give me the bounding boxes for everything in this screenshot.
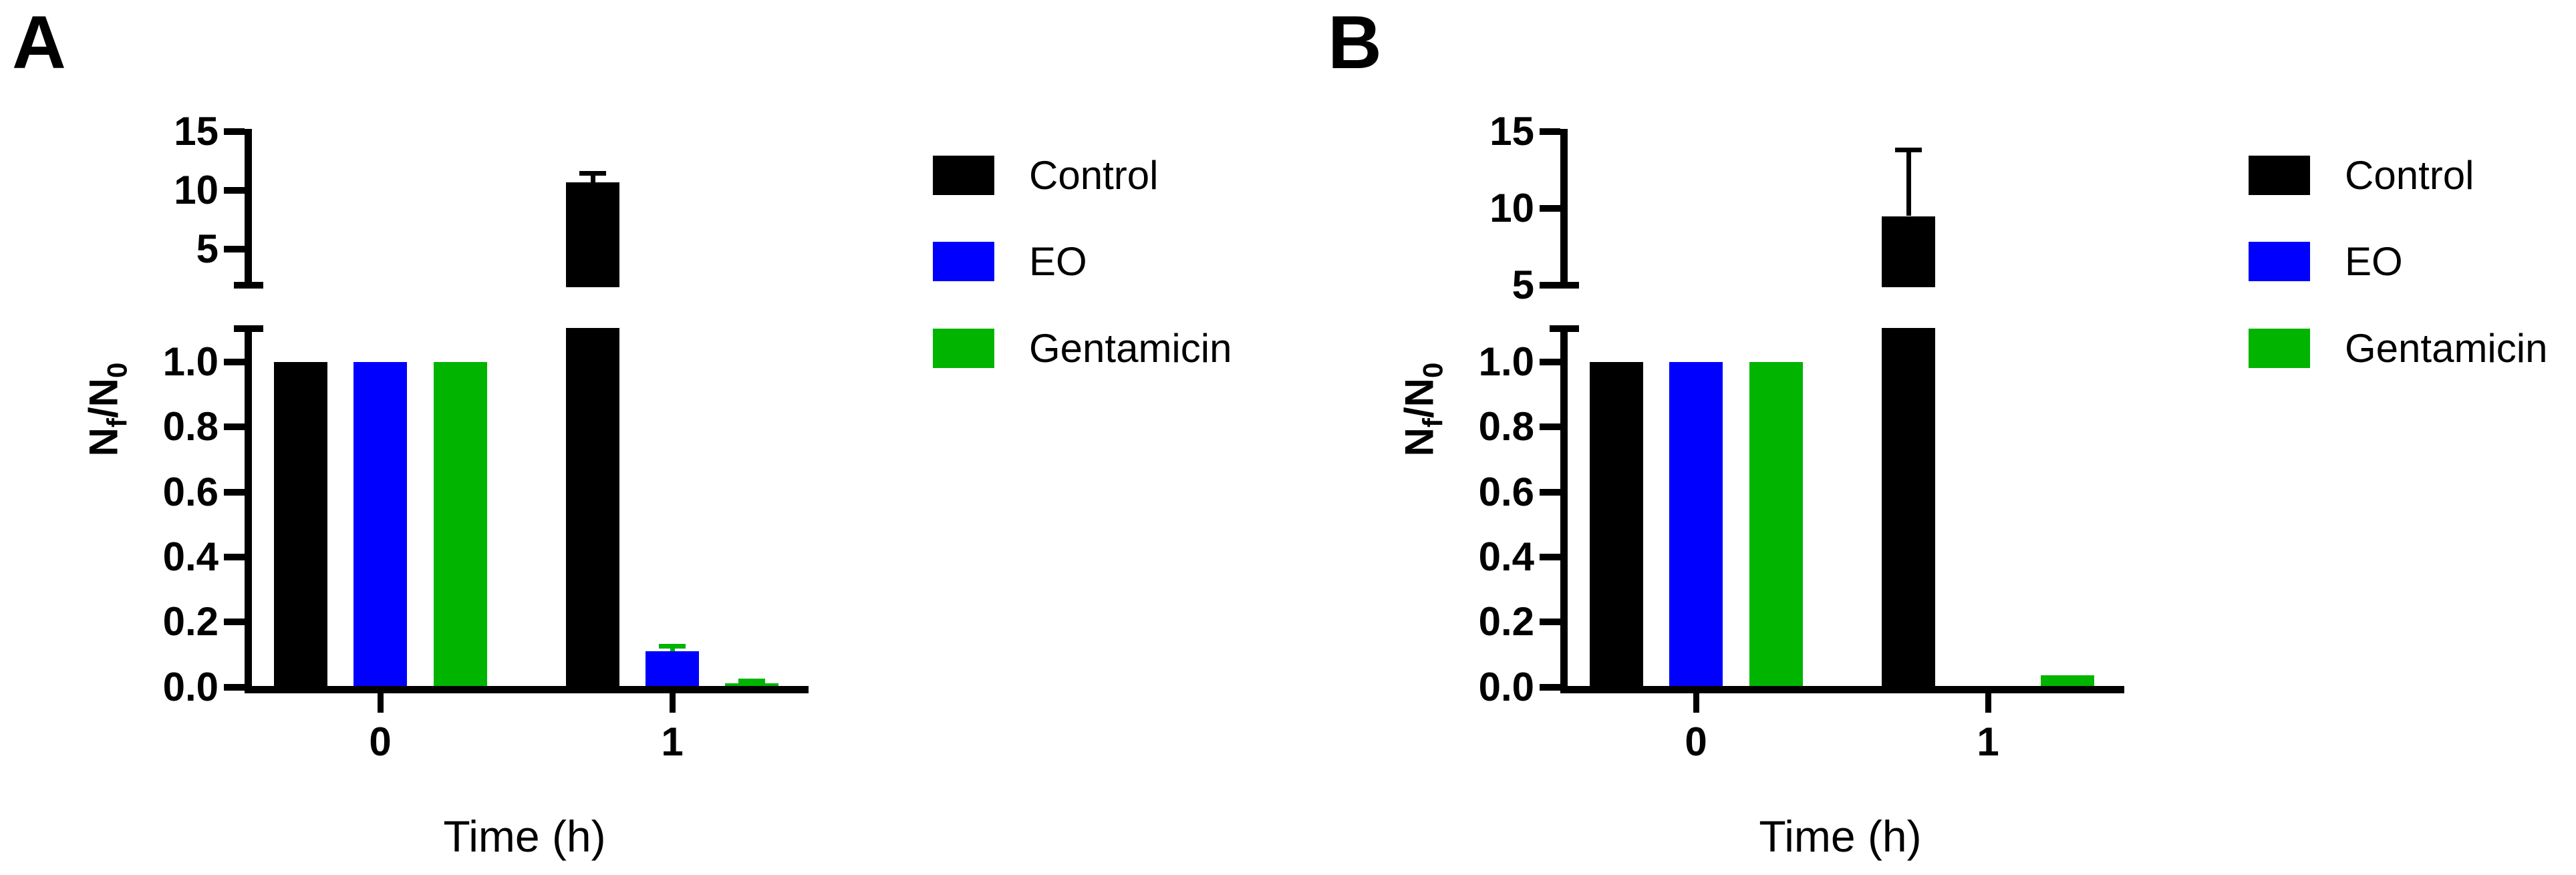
y-tick-lower-0.4-a xyxy=(224,553,245,560)
y-tick-lower-0.2-b xyxy=(1540,619,1560,626)
legend-swatch-eo-a xyxy=(933,242,994,281)
y-tick-lower-0.8-b xyxy=(1540,423,1560,431)
y-axis-title-b: Nf/N0 xyxy=(1397,363,1449,457)
y-tick-label-0.6-a: 0.6 xyxy=(162,469,219,514)
y-tick-label-0.4-b: 0.4 xyxy=(1478,534,1534,579)
bar-control-t1-a-upper xyxy=(566,182,619,287)
bar-control-t1-b-upper xyxy=(1882,216,1935,287)
y-axis-title-subscript: f xyxy=(101,418,133,428)
y-tick-label-1.0-a: 1.0 xyxy=(162,339,219,384)
y-axis-lower-b xyxy=(1560,325,1568,693)
bar-control-t0-b xyxy=(1590,362,1643,693)
axis-break-cap-lower-a xyxy=(233,325,263,332)
x-tick-label-0-b: 0 xyxy=(1685,719,1707,764)
y-axis-lower-a xyxy=(245,325,252,693)
y-tick-upper-10-a xyxy=(224,187,245,194)
y-tick-lower-0.4-b xyxy=(1540,553,1560,560)
x-axis-b xyxy=(1560,686,2124,693)
y-tick-label-0.8-b: 0.8 xyxy=(1478,404,1534,450)
bar-gentamicin-t0-b xyxy=(1749,362,1803,693)
y-tick-lower-0.0-a xyxy=(224,683,245,691)
y-tick-upper-5-b xyxy=(1540,282,1560,289)
y-axis-title-subscript: 0 xyxy=(101,362,133,379)
panel-label-a: A xyxy=(12,1,66,84)
legend-swatch-eo-b xyxy=(2249,242,2310,281)
x-axis-title-a: Time (h) xyxy=(443,812,606,861)
legend-label-control-a: Control xyxy=(1029,152,1159,198)
y-tick-lower-0.0-b xyxy=(1540,683,1560,691)
error-bar-gentamicin-t1-a-cap xyxy=(738,679,765,684)
y-tick-lower-0.6-a xyxy=(224,488,245,496)
y-axis-title-text: N xyxy=(81,427,126,457)
bar-control-t0-a xyxy=(274,362,327,693)
y-tick-label-1.0-b: 1.0 xyxy=(1478,339,1534,384)
y-axis-upper-a xyxy=(245,129,252,289)
legend-swatch-control-b xyxy=(2249,156,2310,195)
bar-eo-t0-a xyxy=(353,362,407,693)
error-bar-control-t1-b-stem xyxy=(1906,150,1911,216)
x-axis-a xyxy=(245,686,809,693)
y-tick-lower-1.0-a xyxy=(224,359,245,365)
y-axis-title-text: N xyxy=(1397,427,1442,457)
y-tick-upper-5-a xyxy=(224,246,245,252)
y-tick-label-5-b: 5 xyxy=(1512,262,1534,307)
y-tick-label-0.4-a: 0.4 xyxy=(162,534,219,579)
legend-label-control-b: Control xyxy=(2345,152,2474,198)
y-tick-upper-10-b xyxy=(1540,205,1560,212)
x-tick-1-a xyxy=(669,690,676,713)
error-bar-control-t1-a-stem xyxy=(590,173,595,182)
y-axis-title-a: Nf/N0 xyxy=(81,363,134,457)
error-bar-eo-t1-a-stem xyxy=(670,646,675,651)
y-tick-lower-0.6-b xyxy=(1540,488,1560,496)
bar-gentamicin-t0-a xyxy=(434,362,487,693)
bar-control-t1-b-lower xyxy=(1882,328,1935,693)
legend-swatch-gentamicin-b xyxy=(2249,329,2310,368)
x-tick-label-0-a: 0 xyxy=(369,719,392,764)
x-tick-0-a xyxy=(377,690,384,713)
axis-break-cap-lower-b xyxy=(1549,325,1579,332)
error-bar-eo-t1-a-cap xyxy=(659,643,686,649)
panel-label-b: B xyxy=(1328,1,1382,84)
legend-swatch-control-a xyxy=(933,156,994,195)
x-tick-label-1-b: 1 xyxy=(1977,719,1999,764)
y-tick-label-10-b: 10 xyxy=(1489,186,1534,230)
y-tick-label-0.2-a: 0.2 xyxy=(162,599,219,645)
y-axis-title-subscript: 0 xyxy=(1417,362,1449,379)
x-axis-title-b: Time (h) xyxy=(1759,812,1922,861)
y-tick-label-0.6-b: 0.6 xyxy=(1478,469,1534,514)
y-axis-title-text: /N xyxy=(1397,378,1442,419)
y-axis-title-text: /N xyxy=(81,378,126,419)
error-bar-control-t1-a-cap xyxy=(579,170,606,176)
axis-break-cap-upper-b xyxy=(1549,282,1579,289)
x-tick-1-b xyxy=(1985,690,1991,713)
y-tick-label-5-a: 5 xyxy=(196,226,219,271)
y-tick-label-10-a: 10 xyxy=(174,168,219,212)
y-tick-label-15-a: 15 xyxy=(174,109,219,154)
legend-label-gentamicin-b: Gentamicin xyxy=(2345,325,2548,371)
y-axis-title-subscript: f xyxy=(1417,418,1449,428)
legend-swatch-gentamicin-a xyxy=(933,329,994,368)
y-tick-upper-15-b xyxy=(1540,128,1560,135)
y-tick-lower-0.2-a xyxy=(224,619,245,626)
y-tick-label-0.2-b: 0.2 xyxy=(1478,599,1534,645)
y-tick-label-15-b: 15 xyxy=(1489,109,1534,154)
error-bar-control-t1-b-cap xyxy=(1895,148,1922,153)
y-tick-label-0.0-b: 0.0 xyxy=(1478,664,1534,709)
axis-break-cap-upper-a xyxy=(233,282,263,289)
legend-label-gentamicin-a: Gentamicin xyxy=(1029,325,1232,371)
x-tick-label-1-a: 1 xyxy=(661,719,684,764)
legend-label-eo-b: EO xyxy=(2345,238,2403,284)
bar-eo-t0-b xyxy=(1669,362,1723,693)
y-tick-lower-0.8-a xyxy=(224,423,245,431)
bar-control-t1-a-lower xyxy=(566,328,619,693)
x-tick-0-b xyxy=(1693,690,1699,713)
y-axis-upper-b xyxy=(1560,129,1568,289)
y-tick-label-0.8-a: 0.8 xyxy=(162,404,219,450)
legend-label-eo-a: EO xyxy=(1029,238,1087,284)
y-tick-label-0.0-a: 0.0 xyxy=(162,664,219,709)
y-tick-upper-15-a xyxy=(224,128,245,135)
y-tick-lower-1.0-b xyxy=(1540,359,1560,365)
